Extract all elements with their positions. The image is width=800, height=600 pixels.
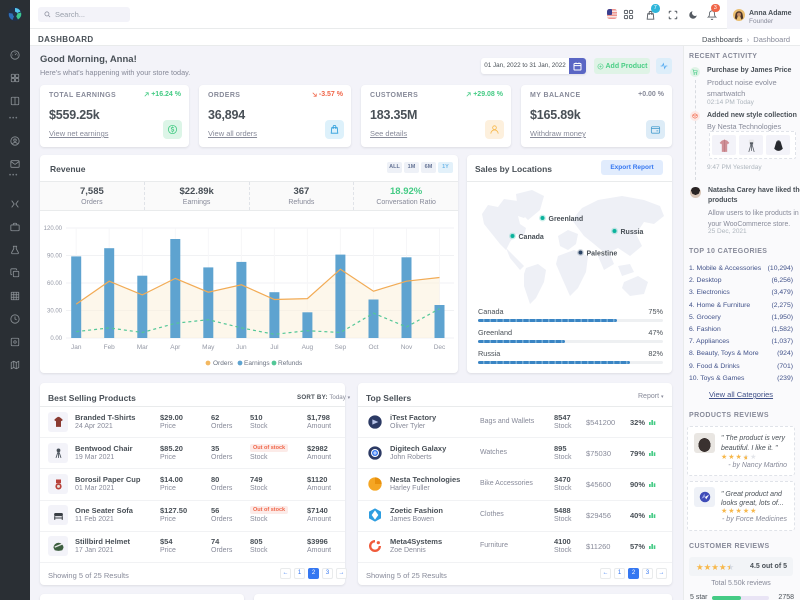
svg-text:0.00: 0.00 <box>50 336 62 342</box>
svg-text:Sep: Sep <box>335 344 347 351</box>
svg-text:Nov: Nov <box>401 344 413 351</box>
svg-text:120.00: 120.00 <box>44 226 63 232</box>
svg-text:Russia: Russia <box>621 229 644 236</box>
svg-text:Oct: Oct <box>368 344 378 351</box>
svg-text:30.00: 30.00 <box>47 309 63 315</box>
svg-text:Jun: Jun <box>236 344 247 351</box>
svg-text:Dec: Dec <box>434 344 446 351</box>
svg-text:Aug: Aug <box>302 344 314 351</box>
svg-text:Orders: Orders <box>213 360 234 367</box>
svg-text:90.00: 90.00 <box>47 254 63 260</box>
svg-text:Apr: Apr <box>170 344 181 351</box>
svg-text:Jan: Jan <box>71 344 82 351</box>
svg-text:Jul: Jul <box>270 344 279 351</box>
svg-text:May: May <box>202 344 215 351</box>
svg-text:Palestine: Palestine <box>587 251 618 258</box>
svg-text:60.00: 60.00 <box>47 281 63 287</box>
svg-text:Canada: Canada <box>519 234 544 241</box>
svg-text:Mar: Mar <box>137 344 149 351</box>
svg-text:Feb: Feb <box>104 344 116 351</box>
svg-text:Refunds: Refunds <box>278 360 303 367</box>
svg-text:Greenland: Greenland <box>549 216 584 223</box>
svg-text:Earnings: Earnings <box>244 360 270 367</box>
